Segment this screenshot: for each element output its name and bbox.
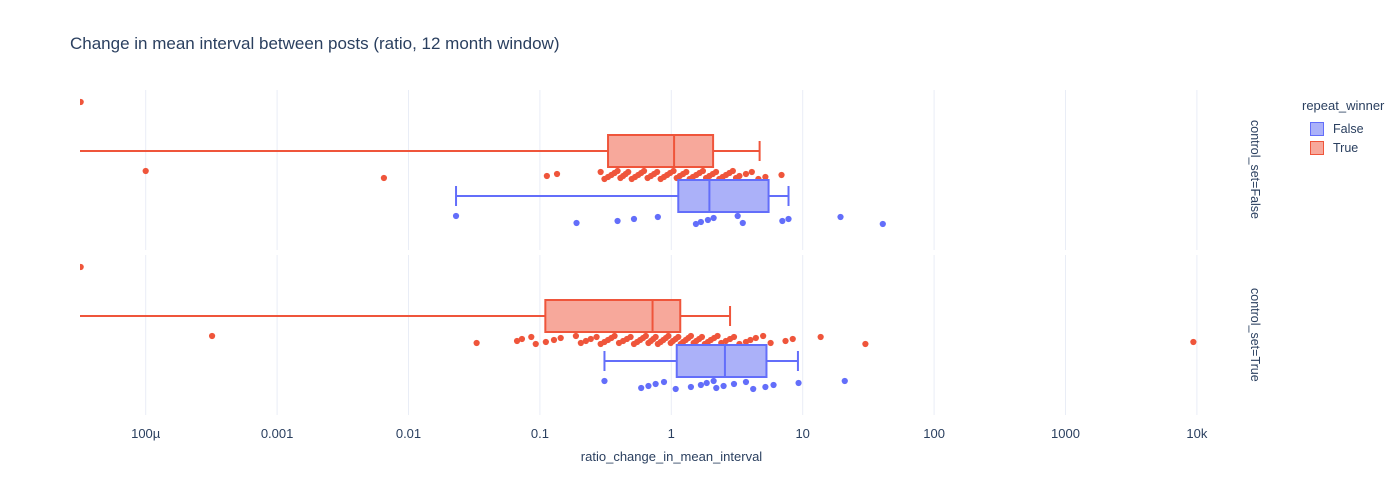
edge-clipped-point	[80, 263, 84, 271]
x-tick-label: 1	[668, 426, 675, 441]
x-tick-label: 10	[795, 426, 809, 441]
facet-1-box-false	[603, 344, 799, 378]
legend-swatch-false-icon	[1310, 121, 1324, 136]
legend: repeat_winner False True	[1302, 98, 1400, 157]
x-axis-title: ratio_change_in_mean_interval	[580, 449, 763, 464]
x-tick-label: 10k	[1186, 426, 1207, 441]
facet-label-control-set-true: control_set=True	[1248, 288, 1262, 382]
chart-title: Change in mean interval between posts (r…	[70, 34, 560, 53]
x-tick-label: 1000	[1051, 426, 1080, 441]
x-tick-label: 0.001	[261, 426, 294, 441]
legend-swatch-true-icon	[1310, 140, 1324, 155]
legend-item-false-label: False	[1333, 121, 1364, 136]
facet-1-gridlines	[145, 255, 1198, 415]
legend-item-true[interactable]: True	[1302, 138, 1400, 157]
x-axis-ticks: 100µ 0.001 0.01 0.1 1 10 100 1000 10k	[131, 426, 1208, 441]
x-tick-label: 0.01	[396, 426, 421, 441]
edge-clipped-point	[80, 98, 84, 106]
facet-1-box-true	[80, 299, 732, 333]
facet-0-points-false	[452, 212, 886, 228]
legend-title: repeat_winner	[1302, 98, 1385, 113]
facet-1-points-true	[80, 263, 1197, 348]
x-tick-label: 100µ	[131, 426, 161, 441]
plot-marks	[80, 98, 1197, 393]
x-tick-label: 0.1	[531, 426, 549, 441]
facet-0-box-false	[455, 179, 790, 213]
facet-0-points-true	[80, 98, 785, 183]
x-tick-label: 100	[923, 426, 945, 441]
facet-1-points-false	[601, 377, 848, 393]
facet-0-box-true	[80, 134, 761, 168]
legend-item-false[interactable]: False	[1302, 119, 1400, 138]
facet-label-control-set-false: control_set=False	[1248, 120, 1262, 220]
legend-item-true-label: True	[1333, 140, 1359, 155]
